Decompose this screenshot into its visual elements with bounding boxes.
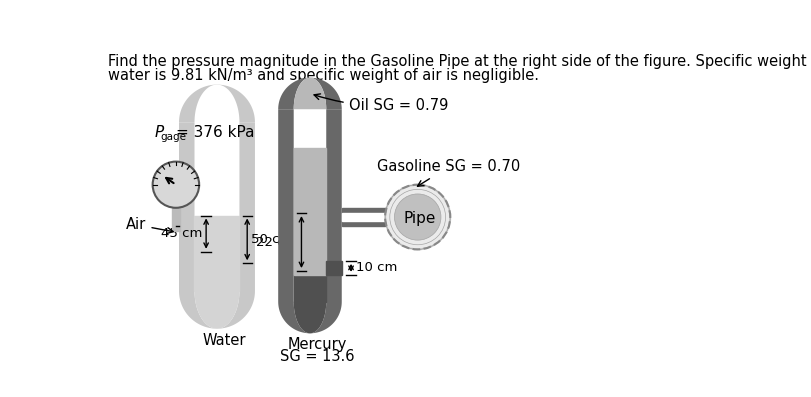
Text: 45 cm: 45 cm: [161, 227, 202, 240]
Polygon shape: [294, 78, 326, 333]
Text: gage: gage: [161, 132, 187, 142]
Polygon shape: [294, 302, 326, 333]
Text: Water: Water: [203, 333, 247, 347]
Text: 22 cm: 22 cm: [255, 235, 297, 249]
Text: Pipe: Pipe: [402, 211, 435, 226]
Text: $P$: $P$: [154, 124, 165, 141]
Polygon shape: [195, 85, 239, 329]
Bar: [341, 213, 388, 221]
Text: Find the pressure magnitude in the Gasoline Pipe at the right side of the figure: Find the pressure magnitude in the Gasol…: [108, 54, 811, 69]
Circle shape: [384, 185, 449, 249]
Polygon shape: [278, 109, 341, 333]
Text: 10 cm: 10 cm: [355, 261, 397, 274]
Bar: [294, 148, 326, 275]
Text: Mercury: Mercury: [288, 337, 347, 352]
Bar: [294, 275, 326, 302]
Circle shape: [152, 162, 199, 208]
Bar: [172, 208, 179, 231]
Polygon shape: [178, 122, 255, 329]
Bar: [341, 208, 384, 226]
Polygon shape: [294, 78, 326, 109]
Text: 50 cm: 50 cm: [251, 233, 292, 246]
Bar: [326, 261, 341, 275]
Polygon shape: [278, 78, 341, 109]
Text: Gasoline SG = 0.70: Gasoline SG = 0.70: [376, 160, 519, 186]
Bar: [195, 252, 239, 291]
Polygon shape: [178, 85, 255, 122]
Text: Air: Air: [126, 217, 173, 233]
Text: SG = 13.6: SG = 13.6: [280, 349, 354, 364]
Text: = 376 kPa: = 376 kPa: [176, 125, 254, 140]
Bar: [195, 216, 239, 252]
Text: water is 9.81 kN/m³ and specific weight of air is negligible.: water is 9.81 kN/m³ and specific weight …: [108, 67, 538, 83]
Circle shape: [394, 194, 440, 240]
Polygon shape: [195, 291, 239, 329]
Text: Oil SG = 0.79: Oil SG = 0.79: [314, 94, 448, 113]
